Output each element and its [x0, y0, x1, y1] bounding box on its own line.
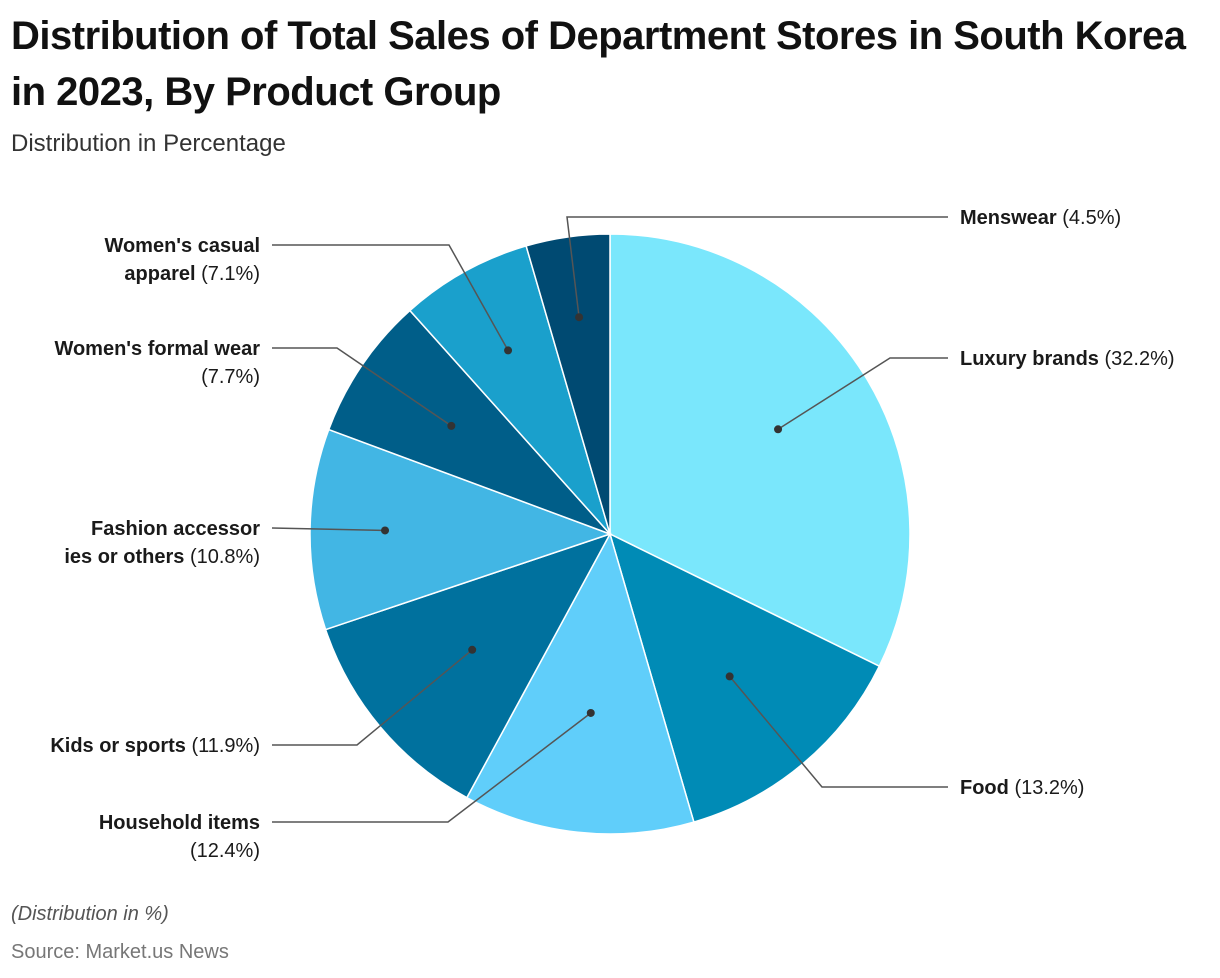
pie-slice-household-items: [465, 532, 695, 835]
leader-dot: [586, 708, 595, 717]
leader-line: [272, 712, 592, 823]
leader-line: [729, 675, 948, 788]
leader-dot: [725, 672, 734, 681]
leader-line: [777, 357, 948, 430]
slice-label: Women's formal wear (7.7%): [54, 338, 260, 388]
leader-line: [272, 347, 452, 427]
leader-dot: [468, 645, 477, 654]
slice-label: Household items (12.4%): [99, 812, 260, 862]
leader-dot: [447, 421, 456, 430]
leader-line: [272, 244, 509, 351]
leader-line: [271, 527, 386, 532]
slice-label: Food (13.2%): [960, 777, 1084, 799]
leader-dot: [381, 526, 390, 535]
leader-dot: [504, 346, 513, 355]
slice-label: Women's casual apparel (7.1%): [104, 235, 260, 285]
leader-lines: [271, 216, 948, 823]
pie-slice-kids-or-sports: [324, 532, 612, 799]
pie-slice-menswear: [525, 233, 611, 535]
pie-slice-luxury-brands: [609, 233, 911, 668]
pie-slices: [309, 233, 911, 835]
chart-subtitle: Distribution in Percentage: [11, 130, 286, 157]
leader-line: [272, 649, 473, 746]
chart-title: Distribution of Total Sales of Departmen…: [11, 14, 1186, 114]
leader-dot: [575, 313, 584, 322]
slice-label: Luxury brands (32.2%): [960, 348, 1175, 370]
leader-line: [566, 216, 948, 318]
chart-source: Source: Market.us News: [11, 941, 229, 963]
chart-note: (Distribution in %): [11, 903, 169, 925]
slice-labels: Luxury brands (32.2%) Food (13.2%) Househo…: [50, 207, 1174, 862]
leader-dot: [774, 425, 783, 434]
slice-label: Fashion accessor ies or others (10.8%): [64, 518, 260, 568]
slice-label: Menswear (4.5%): [960, 207, 1121, 229]
slice-label: Kids or sports (11.9%): [50, 735, 260, 757]
